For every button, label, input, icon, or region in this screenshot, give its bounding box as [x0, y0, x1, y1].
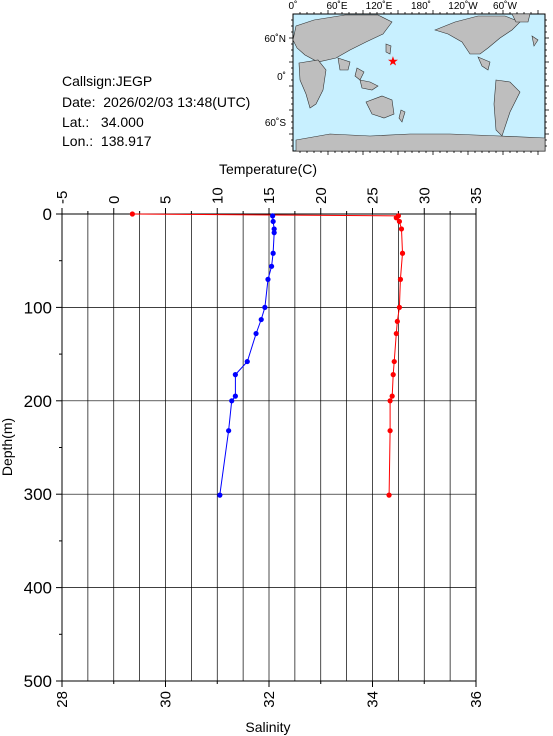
- map-land: [292, 13, 546, 152]
- temperature-point: [396, 218, 403, 225]
- chart-grid: [61, 213, 477, 682]
- salinity-point: [271, 226, 277, 232]
- top-tick-label: 5: [158, 196, 175, 204]
- salinity-line: [219, 215, 275, 496]
- bottom-tick-label: 30: [158, 691, 175, 708]
- bottom-axis-label: Salinity: [245, 719, 290, 735]
- salinity-point: [262, 304, 268, 310]
- land-shape-0: [292, 14, 393, 63]
- salinity-point: [265, 276, 271, 282]
- lon-value: 138.917: [100, 133, 152, 149]
- map-frame: [289, 10, 549, 155]
- salinity-point: [226, 428, 232, 434]
- top-tick-label: 25: [365, 187, 382, 204]
- top-tick-label: 30: [416, 187, 433, 204]
- land-shape-13: [295, 133, 546, 152]
- land-shape-2: [337, 57, 351, 71]
- series-layer: [129, 211, 406, 498]
- callsign-text: Callsign:JEGP: [62, 73, 153, 89]
- salinity-point: [232, 393, 238, 399]
- date-value: 2026/02/03 13:48(UTC): [103, 94, 251, 110]
- top-tick-label: 0: [106, 196, 123, 204]
- map-top-label: 120˚W: [448, 0, 478, 12]
- lat-label: Lat.:: [62, 114, 90, 130]
- y-tick-label: 0: [43, 205, 52, 224]
- y-tick-label: 100: [24, 298, 52, 317]
- bottom-tick-label: 28: [54, 691, 71, 708]
- land-shape-10: [493, 79, 521, 137]
- temperature-point: [391, 358, 397, 365]
- temperature-point: [399, 250, 406, 256]
- bottom-tick-label: 34: [365, 691, 382, 708]
- temperature-line: [132, 213, 404, 496]
- land-shape-4: [359, 79, 379, 91]
- temperature-point: [390, 372, 396, 378]
- y-tick-label: 200: [24, 392, 52, 411]
- y-tick-label: 300: [24, 485, 52, 504]
- temperature-point: [397, 276, 404, 282]
- temperature-point: [394, 318, 400, 325]
- lon-label: Lon.:: [62, 133, 94, 149]
- lat-value: 34.000: [100, 114, 144, 130]
- world-map: 0˚ 60˚E 120˚E 180˚ 120˚W 60˚W 60˚N 0˚ 60˚S ★: [264, 0, 549, 155]
- salinity-point: [268, 263, 275, 269]
- top-axis-label: Temperature(C): [219, 161, 317, 177]
- salinity-point: [217, 492, 223, 498]
- temperature-point: [129, 211, 135, 217]
- star-icon: ★: [387, 53, 399, 68]
- map-left-label: 60˚S: [265, 117, 286, 129]
- salinity-point: [232, 372, 238, 378]
- temperature-point: [398, 226, 405, 232]
- map-top-label: 180˚: [411, 0, 431, 12]
- map-labels: 0˚ 60˚E 120˚E 180˚ 120˚W 60˚W 60˚N 0˚ 60˚S: [264, 0, 517, 129]
- land-shape-8: [434, 15, 521, 55]
- top-tick-label: 35: [468, 187, 485, 204]
- top-tick-label: 15: [261, 187, 278, 204]
- top-tick-label: 10: [209, 187, 226, 204]
- salinity-point: [258, 316, 264, 323]
- land-shape-1: [298, 59, 327, 109]
- salinity-point: [270, 218, 276, 225]
- map-top-label: 120˚E: [366, 0, 393, 12]
- map-top-label: 60˚E: [326, 0, 347, 12]
- y-tick-label: 500: [24, 672, 52, 691]
- land-shape-6: [398, 109, 406, 123]
- lon-row: Lon.: 138.917: [62, 132, 152, 151]
- temperature-point: [387, 398, 393, 404]
- bottom-tick-label: 36: [468, 691, 485, 708]
- temperature-point: [387, 428, 393, 434]
- temperature-point: [393, 330, 399, 337]
- map-top-label: 60˚W: [493, 0, 517, 12]
- salinity-point: [229, 398, 235, 404]
- land-shape-12: [531, 35, 539, 47]
- temperature-point: [389, 393, 395, 399]
- map-left-label: 60˚N: [264, 33, 286, 45]
- temperature-point: [393, 215, 399, 221]
- land-shape-7: [385, 43, 392, 55]
- salinity-point: [253, 330, 259, 337]
- land-shape-5: [365, 95, 395, 119]
- top-tick-label: -5: [54, 191, 71, 204]
- map-top-label: 0˚: [289, 0, 298, 12]
- salinity-point: [271, 230, 277, 236]
- salinity-point: [270, 250, 276, 256]
- lat-row: Lat.: 34.000: [62, 113, 144, 132]
- temperature-point: [386, 492, 392, 498]
- temperature-point: [396, 304, 403, 310]
- land-shape-9: [477, 56, 491, 71]
- date-label: Date:: [62, 94, 96, 110]
- date-row: Date: 2026/02/03 13:48(UTC): [62, 93, 250, 112]
- salinity-point: [270, 213, 276, 219]
- bottom-tick-label: 32: [261, 691, 278, 708]
- y-axis-label: Depth(m): [0, 418, 15, 476]
- top-tick-label: 20: [313, 187, 330, 204]
- salinity-point: [244, 358, 250, 365]
- y-tick-label: 400: [24, 579, 52, 598]
- map-left-label: 0˚: [277, 71, 286, 83]
